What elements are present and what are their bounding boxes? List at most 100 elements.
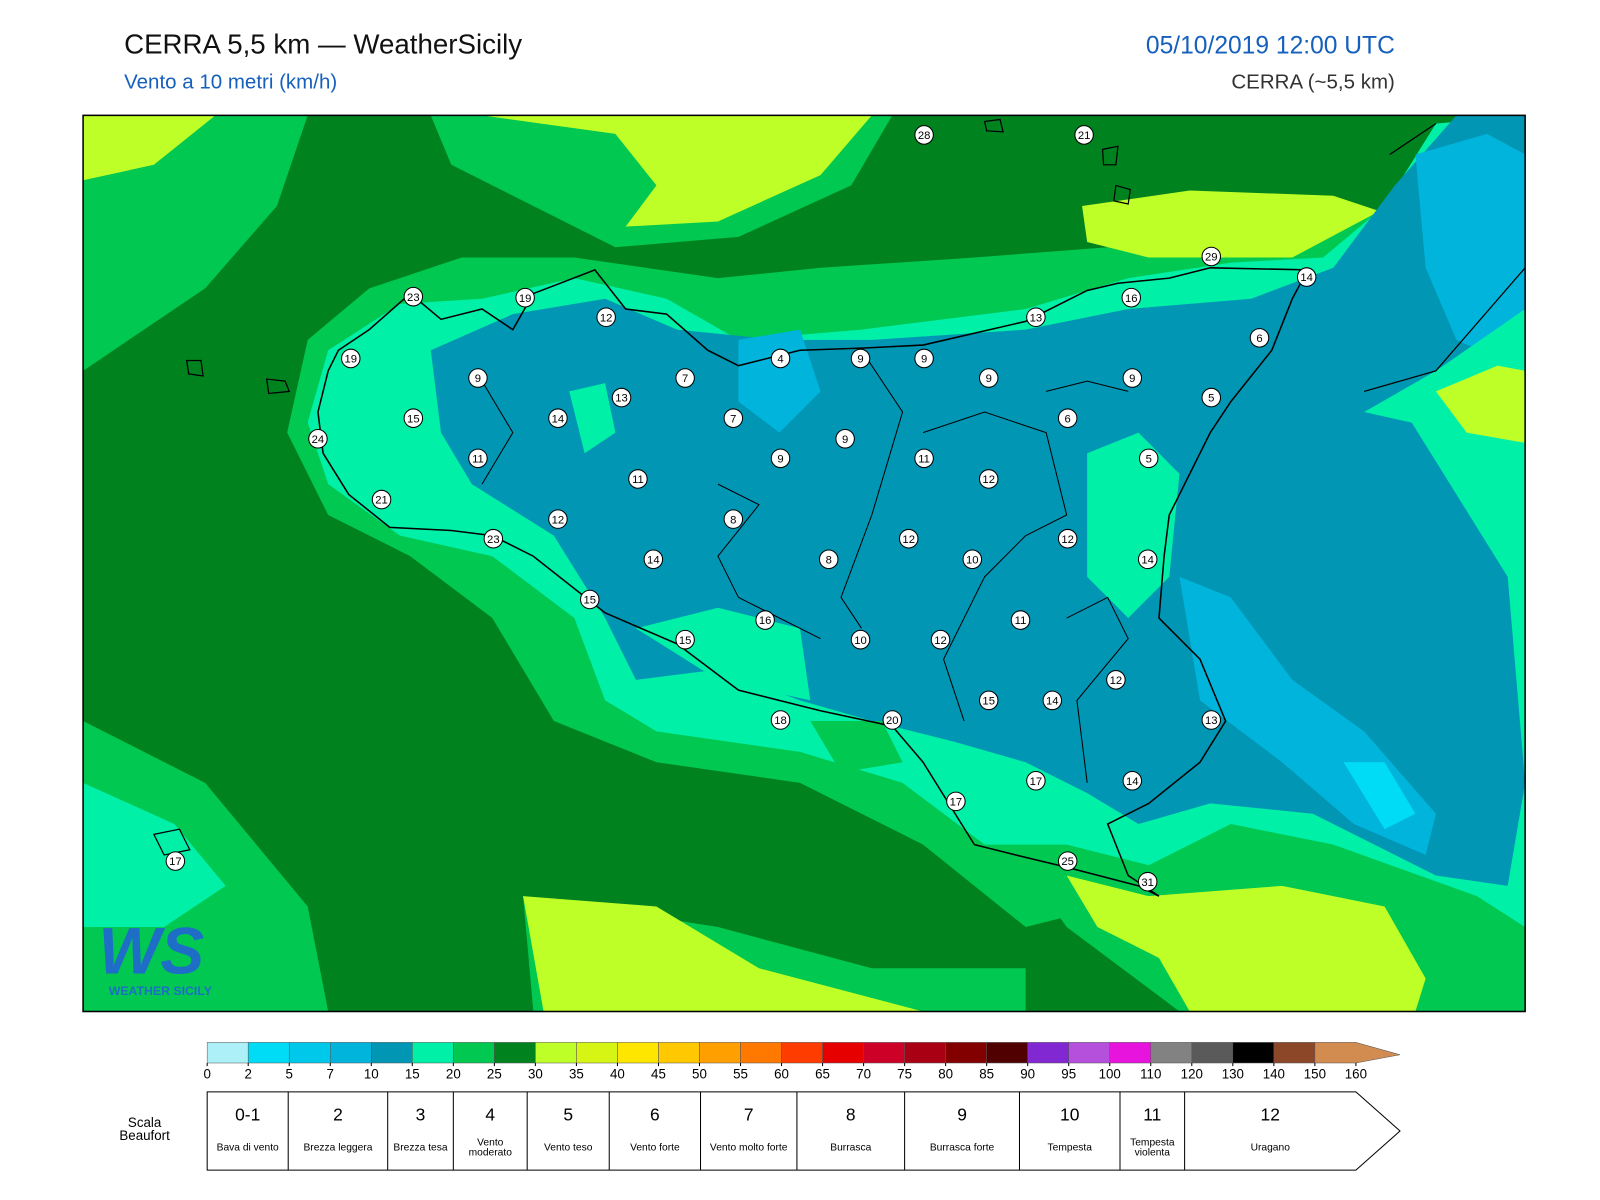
- beaufort-force: 0-1: [235, 1105, 260, 1125]
- beaufort-name-box: Burrasca: [830, 1142, 872, 1154]
- station-marker: [770, 448, 791, 469]
- colorbar-tick-label: 55: [733, 1066, 748, 1081]
- colorbar-segment: [1068, 1042, 1110, 1064]
- colorbar-segment: [658, 1042, 700, 1064]
- colorbar-tick-label: 80: [938, 1066, 953, 1081]
- station-value: 9: [1129, 373, 1135, 385]
- colorbar-segment: [1191, 1042, 1234, 1064]
- station-value: 17: [950, 796, 963, 808]
- station-value: 19: [344, 354, 357, 366]
- beaufort-name-box: Tempesta violenta: [1130, 1138, 1174, 1159]
- station-value: 5: [1146, 453, 1152, 465]
- colorbar-tick-label: 7: [327, 1066, 334, 1081]
- station-value: 10: [854, 635, 867, 647]
- station-marker: [548, 408, 568, 428]
- map: 28 21 29 14 23 19 12 16 13 6 19 9 7 4 9 9 9 9 5 15 14 13 7 6 24 9…: [82, 114, 1526, 1013]
- station-marker: [946, 791, 966, 812]
- station-marker: [835, 429, 855, 449]
- station-marker: [468, 448, 488, 469]
- colorbar-segment: [986, 1042, 1028, 1064]
- station-value: 17: [1030, 776, 1043, 788]
- station-marker: [1122, 770, 1143, 791]
- station-value: 12: [902, 534, 915, 546]
- beaufort-force: 4: [485, 1105, 495, 1125]
- station-marker: [483, 528, 504, 549]
- colorbar-segment: [288, 1042, 331, 1064]
- station-marker: [580, 589, 600, 610]
- station-marker: [628, 469, 648, 489]
- beaufort-name: Burrasca forte: [929, 1142, 995, 1154]
- station-marker: [1057, 528, 1078, 549]
- colorbar-segment: [329, 1042, 372, 1064]
- station-marker: [914, 448, 934, 469]
- station-value: 11: [1015, 615, 1027, 627]
- colorbar-tick-label: 40: [610, 1066, 625, 1081]
- colorbar-tick-label: 20: [446, 1066, 461, 1081]
- station-marker: [930, 629, 951, 650]
- colorbar-tick-label: 110: [1140, 1066, 1161, 1081]
- station-value: 12: [934, 635, 947, 647]
- colorbar-segment: [1150, 1042, 1193, 1064]
- beaufort-force: 7: [744, 1105, 754, 1125]
- beaufort-force: 8: [846, 1105, 856, 1125]
- colorbar-tick-label: 140: [1263, 1066, 1285, 1081]
- station-value: 9: [475, 373, 481, 385]
- station-marker: [898, 528, 919, 549]
- station-marker: [1201, 710, 1222, 730]
- beaufort-name: Vento molto forte: [709, 1142, 788, 1154]
- station-marker: [1122, 368, 1143, 388]
- beaufort-force: 12: [1261, 1105, 1280, 1125]
- station-marker: [914, 125, 934, 145]
- station-value: 9: [842, 434, 848, 446]
- colorbar-segment: [412, 1042, 454, 1064]
- station-marker: [978, 469, 999, 489]
- station-value: 8: [730, 514, 736, 526]
- station-marker: [1137, 871, 1158, 892]
- beaufort-name-box: Vento moderato: [469, 1138, 512, 1159]
- station-marker: [1026, 770, 1046, 791]
- station-marker: [548, 509, 568, 529]
- beaufort-name: Burrasca: [830, 1142, 872, 1154]
- station-value: 15: [982, 696, 995, 708]
- station-marker: [770, 710, 791, 730]
- station-marker: [675, 629, 695, 650]
- colorbar-segment: [781, 1042, 823, 1064]
- station-value: 7: [730, 413, 736, 425]
- beaufort-title: Scala Beaufort: [119, 1115, 170, 1143]
- station-value: 13: [1205, 715, 1218, 727]
- subtitle: Vento a 10 metri (km/h): [124, 71, 337, 94]
- colorbar-tick-label: 95: [1061, 1066, 1076, 1081]
- station-marker: [611, 387, 632, 408]
- beaufort-name-box: Vento molto forte: [709, 1142, 788, 1154]
- colorbar-tick-label: 65: [815, 1066, 830, 1081]
- colorbar-segment: [247, 1042, 290, 1064]
- station-value: 15: [583, 595, 596, 607]
- colorbar-tick-label: 90: [1020, 1066, 1035, 1081]
- station-value: 7: [682, 373, 688, 385]
- colorbar-tick-label: 15: [405, 1066, 420, 1081]
- station-value: 28: [918, 130, 931, 142]
- colorbar-tick-label: 85: [979, 1066, 994, 1081]
- station-marker: [1026, 307, 1046, 328]
- colorbar-tick-label: 150: [1304, 1066, 1326, 1081]
- station-value: 21: [1078, 130, 1091, 142]
- colorbar-segment: [576, 1042, 618, 1064]
- colorbar-segment: [1232, 1042, 1275, 1064]
- station-value: 5: [1208, 393, 1214, 405]
- beaufort-frame: [206, 1091, 1401, 1171]
- beaufort-force: 2: [333, 1105, 343, 1125]
- station-marker: [308, 429, 328, 449]
- beaufort-name: Vento teso: [543, 1142, 593, 1154]
- station-value: 11: [918, 453, 930, 465]
- station-value: 14: [1300, 272, 1313, 284]
- station-marker: [371, 489, 392, 510]
- station-marker: [755, 610, 775, 630]
- colorbar-tick-label: 2: [244, 1066, 251, 1081]
- station-marker: [596, 307, 616, 328]
- station-marker: [723, 408, 744, 428]
- beaufort-name: Brezza leggera: [303, 1142, 373, 1154]
- station-value: 14: [647, 554, 660, 566]
- beaufort-name: Tempesta: [1047, 1142, 1092, 1154]
- colorbar-tick-label: 25: [487, 1066, 502, 1081]
- colorbar-tick-label: 130: [1222, 1066, 1244, 1081]
